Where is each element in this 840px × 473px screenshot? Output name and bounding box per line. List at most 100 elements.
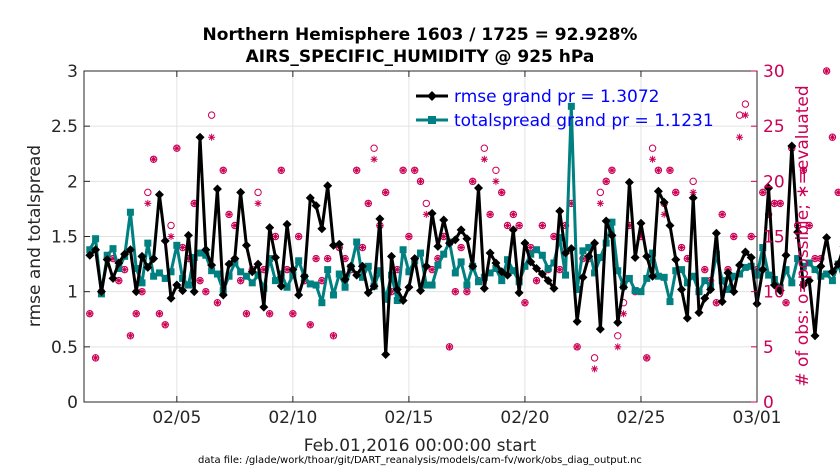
obs-evaluated-point [417, 177, 424, 185]
rmse-point [764, 183, 774, 193]
obs-evaluated-point [405, 233, 413, 240]
rmse-point [729, 287, 739, 297]
totalspread-point [649, 249, 657, 257]
totalspread-point [132, 264, 140, 272]
obs-evaluated-point [678, 244, 686, 252]
obs-evaluated-point [382, 188, 390, 196]
rmse-point [566, 244, 576, 254]
obs-evaluated-point [126, 332, 134, 340]
obs-evaluated-point [138, 288, 146, 296]
totalspread-point [213, 270, 221, 278]
obs-possible-point [422, 199, 431, 208]
totalspread-point [312, 281, 320, 289]
totalspread-point [393, 296, 401, 304]
totalspread-point [295, 257, 303, 265]
rmse-point [247, 267, 257, 277]
obs-evaluated-point [312, 255, 320, 263]
obs-evaluated-point [353, 166, 361, 174]
rmse-point [294, 290, 304, 300]
totalspread-point [504, 256, 512, 264]
rmse-point [91, 245, 101, 255]
obs-evaluated-point [660, 210, 668, 218]
rmse-point [642, 251, 652, 261]
rmse-point [532, 263, 542, 273]
x-axis-label: Feb.01,2016 00:00:00 start [304, 436, 537, 456]
totalspread-point [637, 288, 645, 296]
obs-evaluated-point [805, 221, 813, 229]
rmse-point [363, 288, 373, 298]
rmse-point [334, 239, 344, 249]
rmse-point [120, 249, 130, 259]
obs-evaluated-point [364, 199, 372, 207]
obs-evaluated-point [179, 244, 187, 252]
obs-evaluated-point [393, 266, 401, 274]
rmse-point [758, 265, 768, 275]
totalspread-point [631, 287, 639, 295]
obs-possible-point [492, 166, 500, 175]
totalspread-point [242, 272, 250, 280]
y-left-tick-label: 3 [67, 62, 78, 82]
totalspread-point [109, 245, 117, 253]
rmse-point [85, 250, 95, 260]
rmse-point [149, 254, 159, 264]
totalspread-point [678, 266, 686, 274]
rmse-point [723, 268, 733, 278]
obs-evaluated-point [672, 188, 680, 196]
rmse-point [328, 240, 338, 250]
rmse-point [218, 290, 228, 300]
rmse-point [491, 258, 501, 268]
y-left-tick-label: 0 [67, 393, 78, 413]
totalspread-point [126, 208, 134, 216]
rmse-point [154, 190, 164, 200]
obs-evaluated-point [446, 343, 454, 351]
obs-evaluated-point [254, 199, 262, 207]
rmse-point [827, 267, 837, 277]
x-tick-label: 02/15 [384, 408, 433, 428]
y-right-ticks: 0 5 10 15 20 25 30 [751, 62, 785, 413]
totalspread-point [660, 273, 668, 281]
obs-evaluated-point [550, 233, 558, 240]
obs-evaluated-point [486, 210, 494, 218]
chart-title-line2: AIRS_SPECIFIC_HUMIDITY @ 925 hPa [246, 47, 595, 67]
rmse-point [386, 251, 396, 261]
totalspread-point [527, 250, 535, 258]
obs-evaluated-point [828, 133, 836, 141]
y-right-axis-label: # of obs: o=possible; ∗=evaluated [793, 85, 813, 386]
rmse-point [265, 223, 275, 233]
rmse-point [172, 280, 182, 290]
x-tick-label: 03/01 [733, 408, 782, 428]
totalspread-point [329, 291, 337, 299]
rmse-point [195, 132, 205, 142]
rmse-point [659, 197, 669, 207]
obs-evaluated-point [155, 310, 163, 318]
totalspread-point [184, 281, 192, 289]
rmse-point [416, 286, 425, 296]
obs-evaluated-point [811, 255, 819, 263]
obs-evaluated-point [573, 343, 581, 351]
totalspread-point [730, 272, 738, 280]
rmse-point [288, 265, 298, 275]
rmse-series [85, 132, 840, 360]
rmse-point [694, 308, 704, 318]
totalspread-point [538, 251, 546, 259]
rmse-point [102, 255, 112, 265]
totalspread-point [353, 238, 361, 246]
footnote: data file: /glade/work/thoar/git/DART_re… [198, 455, 642, 466]
obs-evaluated-point [387, 288, 395, 296]
obs-evaluated-point [596, 199, 604, 207]
totalspread-point [654, 272, 662, 280]
totalspread-point [405, 268, 413, 276]
totalspread-point [86, 246, 94, 254]
rmse-point [595, 324, 605, 334]
rmse-point [137, 251, 147, 261]
obs-evaluated-point [190, 199, 198, 207]
rmse-point [410, 254, 420, 264]
obs-possible-point [614, 332, 622, 340]
y-right-tick-label: 25 [763, 117, 785, 137]
totalspread-point [283, 283, 291, 291]
totalspread-point [248, 279, 256, 287]
obs-evaluated-point [231, 221, 239, 229]
rmse-point [404, 282, 414, 292]
rmse-point [572, 316, 582, 326]
rmse-point [787, 141, 797, 151]
